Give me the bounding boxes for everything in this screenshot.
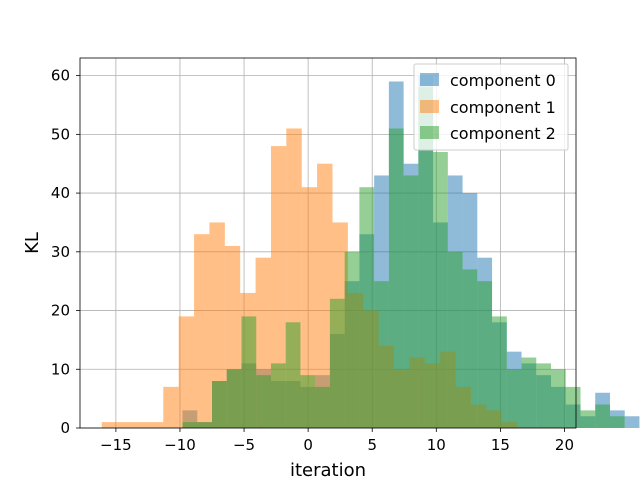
bar (270, 363, 286, 428)
bar (580, 410, 596, 428)
bar (132, 422, 148, 428)
legend-label-component-2: component 2 (450, 124, 556, 143)
series-component-2 (182, 87, 625, 428)
bar (521, 357, 537, 428)
y-tick-label: 30 (51, 243, 70, 261)
legend: component 0 component 1 component 2 (413, 63, 569, 151)
bar (447, 251, 463, 428)
x-tick-label: 15 (491, 436, 510, 454)
bar (182, 422, 198, 428)
bar (101, 422, 118, 428)
bar (418, 87, 434, 428)
x-axis-label: iteration (290, 460, 366, 480)
x-tick-label: 0 (303, 436, 313, 454)
bars (101, 75, 640, 428)
bar (477, 281, 493, 428)
legend-swatch-component-1 (420, 100, 439, 113)
bar (565, 386, 581, 428)
y-tick-label: 20 (51, 302, 70, 320)
bar (209, 222, 225, 428)
y-tick-label: 0 (60, 419, 70, 437)
x-tick-label: −5 (233, 436, 255, 454)
bar (374, 281, 389, 428)
bar (194, 234, 210, 428)
x-tick-label: −10 (164, 436, 196, 454)
y-axis-label: KL (22, 232, 43, 254)
y-tick-label: 50 (51, 125, 70, 143)
legend-label-component-1: component 1 (450, 98, 556, 117)
bar (197, 422, 213, 428)
bar (609, 416, 625, 428)
bar (624, 416, 640, 428)
bar (315, 386, 330, 428)
bar (178, 316, 195, 428)
legend-swatch-component-2 (420, 126, 439, 139)
axes-frame (79, 57, 577, 429)
y-tick-label: 60 (51, 67, 70, 85)
y-tick-label: 10 (51, 360, 70, 378)
bar (301, 187, 318, 428)
bar (551, 369, 566, 428)
bar (462, 269, 478, 428)
legend-label-component-0: component 0 (450, 71, 556, 90)
legend-swatch-component-0 (420, 73, 439, 86)
bar (359, 187, 375, 428)
legend-box (413, 63, 569, 151)
y-tick-label: 40 (51, 184, 70, 202)
bar (388, 128, 404, 428)
bar (270, 146, 287, 428)
x-tick-label: 20 (555, 436, 574, 454)
x-tick-label: 5 (367, 436, 377, 454)
x-tick-label: 10 (427, 436, 446, 454)
bar (226, 369, 242, 428)
bar (403, 175, 419, 428)
bar (285, 322, 301, 428)
bar (300, 375, 316, 428)
bar (433, 151, 448, 428)
bar (256, 375, 271, 428)
bar (117, 422, 133, 428)
x-tick-label: −15 (100, 436, 132, 454)
bar (492, 316, 507, 428)
bar (317, 163, 333, 428)
bar (506, 369, 522, 428)
ticks: −15 −10 −5 0 5 10 15 20 0 10 20 30 40 50 60 (51, 67, 574, 454)
bar (147, 422, 164, 428)
bar (344, 251, 360, 428)
bar (329, 298, 345, 428)
bar (212, 381, 227, 428)
bar (536, 363, 552, 428)
bar (595, 404, 610, 428)
bar (241, 316, 257, 428)
bar (163, 386, 179, 428)
